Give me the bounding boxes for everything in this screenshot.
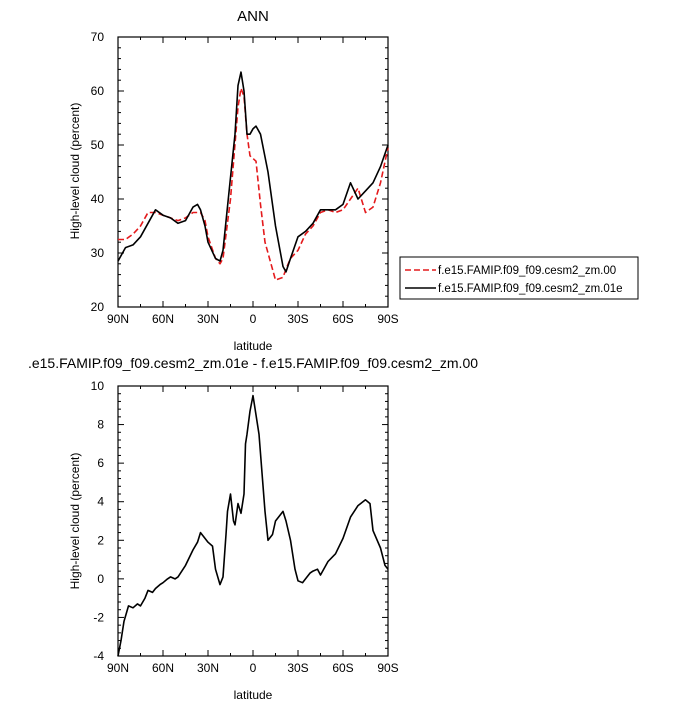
bottom-x-tick-label: 90N xyxy=(107,661,129,675)
top-x-tick-label: 30N xyxy=(197,312,219,326)
bottom-x-tick-label: 60S xyxy=(332,661,353,675)
bottom-x-tick-label: 60N xyxy=(152,661,174,675)
top-series-line-0 xyxy=(118,87,389,281)
bottom-y-tick-label: 0 xyxy=(97,572,104,586)
top-x-tick-label: 60N xyxy=(152,312,174,326)
top-y-tick-label: 40 xyxy=(91,192,105,206)
bottom-y-tick-label: 10 xyxy=(91,379,105,393)
bottom-y-tick-label: -4 xyxy=(93,649,104,663)
top-x-tick-label: 30S xyxy=(287,312,308,326)
top-chart-legend: f.e15.FAMIP.f09_f09.cesm2_zm.00 f.e15.FA… xyxy=(399,256,639,300)
legend-box xyxy=(399,256,639,300)
top-x-tick-label: 0 xyxy=(250,312,257,326)
bottom-chart-frame xyxy=(117,385,389,657)
bottom-y-tick-label: 4 xyxy=(97,495,104,509)
bottom-chart-y-axis-title: High-level cloud (percent) xyxy=(68,453,82,590)
top-y-tick-label: 30 xyxy=(91,246,105,260)
bottom-chart-x-axis-title: latitude xyxy=(234,688,273,702)
top-y-tick-label: 70 xyxy=(91,30,105,44)
bottom-chart-plot-area: 90N 60N 30N 0 30S 60S 90S -4 -2 0 2 4 6 8 10 xyxy=(91,379,399,675)
top-x-tick-label: 90N xyxy=(107,312,129,326)
top-chart-title: ANN xyxy=(237,8,269,25)
top-x-tick-label: 90S xyxy=(377,312,398,326)
top-x-tick-label: 60S xyxy=(332,312,353,326)
top-chart-frame xyxy=(117,36,389,308)
legend-label-series-01e: f.e15.FAMIP.f09_f09.cesm2_zm.01e xyxy=(438,283,623,295)
legend-label-series-00: f.e15.FAMIP.f09_f09.cesm2_zm.00 xyxy=(438,265,616,277)
bottom-x-tick-label: 0 xyxy=(250,661,257,675)
bottom-y-tick-label: -2 xyxy=(93,610,104,624)
bottom-y-tick-label: 6 xyxy=(97,456,104,470)
top-y-tick-label: 20 xyxy=(91,300,105,314)
bottom-y-tick-label: 2 xyxy=(97,533,104,547)
top-y-tick-label: 60 xyxy=(91,84,105,98)
bottom-x-tick-label: 30S xyxy=(287,661,308,675)
bottom-y-tick-label: 8 xyxy=(97,418,104,432)
top-chart-y-axis-title: High-level cloud (percent) xyxy=(68,103,82,240)
bottom-series-line-0 xyxy=(117,394,389,657)
top-y-tick-label: 50 xyxy=(91,138,105,152)
top-series-line-1 xyxy=(117,71,389,273)
bottom-x-tick-label: 90S xyxy=(377,661,398,675)
bottom-x-tick-label: 30N xyxy=(197,661,219,675)
top-chart-plot-area: 90N 60N 30N 0 30S 60S 90S 20 30 40 50 60 70 xyxy=(91,30,399,326)
bottom-chart-title: .e15.FAMIP.f09_f09.cesm2_zm.01e - f.e15.… xyxy=(28,355,478,371)
top-chart-x-axis-title: latitude xyxy=(234,339,273,353)
